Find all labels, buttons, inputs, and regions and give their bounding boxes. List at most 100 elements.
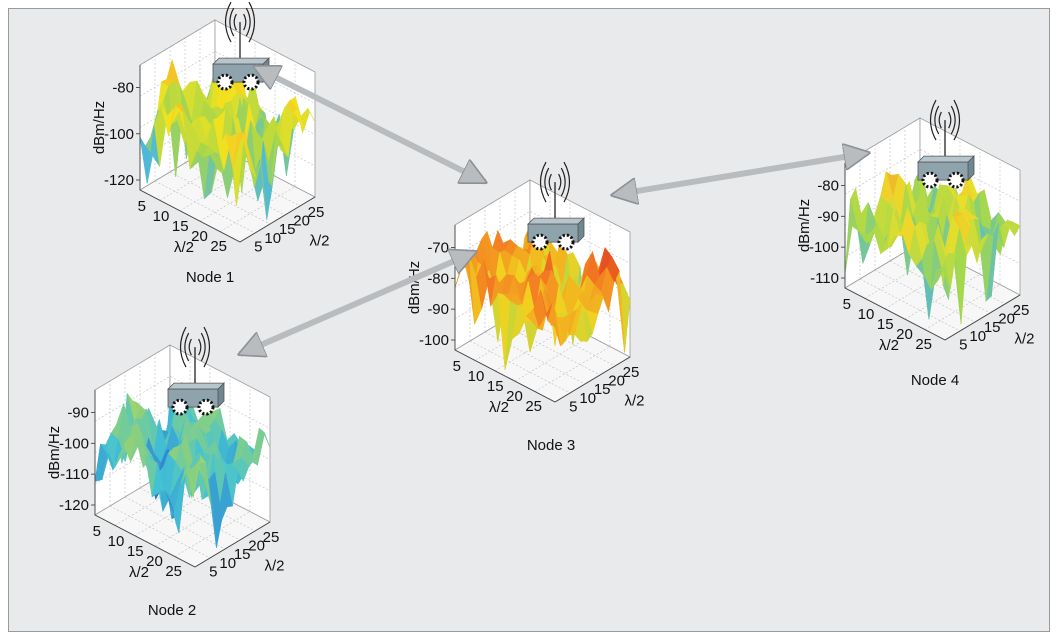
node-3-caption: Node 3 bbox=[527, 437, 575, 454]
node-4-x-tick: 5 bbox=[843, 296, 851, 313]
node-4-robot-icon bbox=[917, 99, 975, 189]
node-1-x-tick: 25 bbox=[210, 238, 227, 255]
node-3-z-tick: -100 bbox=[419, 332, 449, 349]
link-arrow-1 bbox=[255, 64, 485, 185]
node-2-x-tick: 5 bbox=[93, 523, 101, 540]
node-3-x-tick: 20 bbox=[506, 388, 523, 405]
node-4-x-axis bbox=[844, 287, 946, 341]
node-2-y-label: λ/2 bbox=[264, 558, 284, 575]
node-1-robot-icon bbox=[212, 1, 270, 91]
node-2-y-tick: 25 bbox=[263, 529, 280, 546]
node-4-y-tick: 25 bbox=[1013, 302, 1030, 319]
node-1-x-axis bbox=[139, 189, 241, 243]
node-3-y-axis bbox=[554, 356, 631, 403]
node-2-x-label: λ/2 bbox=[129, 564, 149, 581]
node-2-y-tick: 20 bbox=[248, 537, 265, 554]
node-4-x-label: λ/2 bbox=[879, 337, 899, 354]
node-1-x-tick: 20 bbox=[191, 228, 208, 245]
node-2-y-axis bbox=[194, 521, 271, 568]
node-3-y-tick: 25 bbox=[623, 364, 640, 381]
node-2-x-tick: 20 bbox=[146, 553, 163, 570]
node-4-caption: Node 4 bbox=[911, 372, 959, 389]
node-3-y-tick: 20 bbox=[608, 372, 625, 389]
node-1-z-tick: -100 bbox=[104, 126, 134, 143]
node-1-z-tick: -120 bbox=[104, 172, 134, 189]
node-3-z-label: dBm/Hz bbox=[406, 261, 423, 314]
node-4-surface bbox=[844, 169, 1021, 325]
node-4-z-tick: -110 bbox=[810, 270, 839, 287]
node-3-x-tick: 25 bbox=[525, 398, 542, 415]
node-2-surface bbox=[94, 393, 271, 548]
node-1-x-tick: 15 bbox=[172, 218, 189, 235]
node-3-x-axis bbox=[454, 349, 556, 403]
node-3-y-tick: 15 bbox=[594, 381, 611, 398]
node-4-y-label: λ/2 bbox=[1014, 331, 1034, 348]
node-1-y-tick: 10 bbox=[264, 230, 281, 247]
node-4-z-tick: -90 bbox=[817, 208, 839, 225]
node-2-z-tick: -110 bbox=[60, 466, 89, 483]
node-2-z-tick: -90 bbox=[67, 405, 89, 422]
node-4-wheel-icon bbox=[947, 171, 965, 189]
node-3-wheel-icon bbox=[557, 233, 575, 251]
node-2-z-tick: -100 bbox=[59, 435, 89, 452]
node-1-y-axis bbox=[239, 196, 316, 243]
node-4-y-tick: 15 bbox=[984, 319, 1001, 336]
node-4-x-tick: 15 bbox=[877, 316, 894, 333]
node-2-x-tick: 10 bbox=[108, 533, 125, 550]
node-1-x-label: λ/2 bbox=[174, 239, 194, 256]
node-3-z-tick: -90 bbox=[427, 301, 449, 318]
link-arrow-2 bbox=[613, 153, 868, 195]
node-2-x-tick: 15 bbox=[127, 543, 144, 560]
node-3-x-tick: 5 bbox=[453, 358, 461, 375]
node-2-wheel-icon bbox=[197, 398, 215, 416]
node-4-x-tick: 10 bbox=[858, 306, 875, 323]
node-2-y-tick: 15 bbox=[234, 546, 251, 563]
node-4-x-tick: 20 bbox=[896, 326, 913, 343]
node-3-y-tick: 10 bbox=[579, 390, 596, 407]
node-1-y-tick: 15 bbox=[279, 221, 296, 238]
node-1-z-tick: -80 bbox=[112, 80, 134, 97]
node-3-wheel-icon bbox=[531, 233, 549, 251]
node-3-z-tick: -70 bbox=[427, 240, 449, 257]
node-4-z-tick: -100 bbox=[809, 239, 839, 256]
node-1-wheel-icon bbox=[242, 73, 260, 91]
node-4-y-axis bbox=[944, 294, 1021, 341]
node-3-x-tick: 10 bbox=[468, 368, 485, 385]
node-4-y-tick: 20 bbox=[998, 310, 1015, 327]
node-1-z-label: dBm/Hz bbox=[91, 101, 108, 154]
node-1-y-label: λ/2 bbox=[309, 233, 329, 250]
node-3-y-label: λ/2 bbox=[624, 393, 644, 410]
node-4-y-tick: 10 bbox=[969, 328, 986, 345]
node-4-x-tick: 25 bbox=[915, 336, 932, 353]
node-2-wheel-icon bbox=[171, 398, 189, 416]
node-3-x-label: λ/2 bbox=[489, 399, 509, 416]
node-1-wheel-icon bbox=[216, 73, 234, 91]
node-1-caption: Node 1 bbox=[186, 269, 234, 286]
node-1-x-tick: 10 bbox=[153, 208, 170, 225]
node-2-x-tick: 25 bbox=[165, 563, 182, 580]
node-1-y-tick: 20 bbox=[293, 212, 310, 229]
node-1-x-tick: 5 bbox=[138, 198, 146, 215]
node-2-caption: Node 2 bbox=[148, 602, 196, 619]
node-3-y-tick: 5 bbox=[569, 398, 577, 415]
node-4-wheel-icon bbox=[921, 171, 939, 189]
node-4-y-tick: 5 bbox=[959, 336, 967, 353]
node-2-y-tick: 5 bbox=[209, 563, 217, 580]
link-arrow-3 bbox=[240, 252, 475, 354]
node-2-x-axis bbox=[94, 514, 196, 568]
node-4-z-tick: -80 bbox=[817, 178, 839, 195]
node-1-y-tick: 25 bbox=[308, 204, 325, 221]
node-2-robot-icon bbox=[167, 326, 225, 416]
node-3-x-tick: 15 bbox=[487, 378, 504, 395]
node-3-robot-icon bbox=[527, 161, 585, 251]
node-1-axes bbox=[139, 65, 316, 243]
node-4-z-label: dBm/Hz bbox=[796, 199, 813, 252]
node-2-y-tick: 10 bbox=[219, 555, 236, 572]
